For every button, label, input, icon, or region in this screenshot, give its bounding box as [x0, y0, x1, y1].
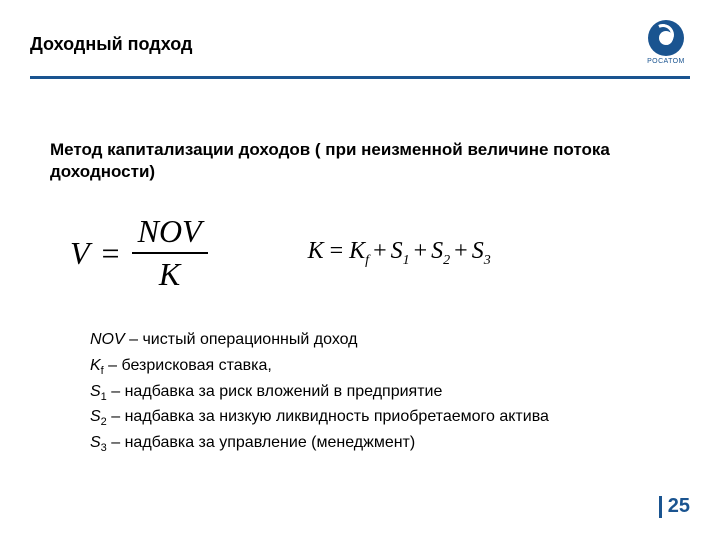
k-plus3: + — [454, 238, 468, 264]
def-var: K — [90, 357, 101, 374]
rosatom-logo: РОСАТОМ — [642, 20, 690, 68]
content-subtitle: Метод капитализации доходов ( при неизме… — [50, 139, 670, 183]
k-term3-sub: 2 — [443, 253, 450, 268]
k-lhs: K — [308, 238, 324, 264]
k-term2: S — [391, 238, 403, 264]
formula-numerator: NOV — [132, 213, 208, 254]
k-term3: S — [431, 238, 443, 264]
formulas-row: V = NOV K K=Kf+S1+S2+S3 — [50, 213, 670, 293]
definition-item: S1 – надбавка за риск вложений в предпри… — [90, 380, 670, 406]
logo-label: РОСАТОМ — [647, 58, 685, 65]
definition-item: NOV – чистый операционный доход — [90, 328, 670, 354]
slide-content: Метод капитализации доходов ( при неизме… — [30, 139, 690, 457]
def-var: S — [90, 434, 101, 451]
formula-eq: = — [102, 235, 120, 272]
k-term2-sub: 1 — [403, 253, 410, 268]
slide-title: Доходный подход — [30, 34, 192, 55]
def-var: NOV — [90, 331, 125, 348]
k-plus1: + — [373, 238, 387, 264]
formula-k: K=Kf+S1+S2+S3 — [308, 238, 491, 269]
def-var: S — [90, 408, 101, 425]
definition-item: S3 – надбавка за управление (менеджмент) — [90, 431, 670, 457]
logo-icon — [648, 20, 684, 56]
page-number-wrap: 25 — [659, 495, 690, 518]
formula-v: V = NOV K — [70, 213, 208, 293]
k-eq: = — [330, 238, 344, 264]
k-term1: K — [349, 238, 365, 264]
definitions-list: NOV – чистый операционный доход Kf – без… — [50, 328, 670, 456]
formula-denominator: K — [153, 254, 186, 293]
formula-fraction: NOV K — [132, 213, 208, 293]
definition-item: Kf – безрисковая ставка, — [90, 354, 670, 380]
formula-lhs: V — [70, 235, 90, 272]
k-term4: S — [472, 238, 484, 264]
page-number-bar — [659, 496, 662, 518]
k-plus2: + — [414, 238, 428, 264]
k-term4-sub: 3 — [484, 253, 491, 268]
def-text: – надбавка за низкую ликвидность приобре… — [107, 408, 549, 425]
def-text: – чистый операционный доход — [125, 331, 358, 348]
def-text: – надбавка за управление (менеджмент) — [107, 434, 415, 451]
def-text: – надбавка за риск вложений в предприяти… — [107, 383, 443, 400]
slide-header: Доходный подход РОСАТОМ — [30, 20, 690, 68]
def-var: S — [90, 383, 101, 400]
k-term1-sub: f — [365, 253, 369, 268]
header-divider — [30, 76, 690, 79]
def-text: – безрисковая ставка, — [104, 357, 272, 374]
page-number: 25 — [668, 495, 690, 518]
definition-item: S2 – надбавка за низкую ликвидность прио… — [90, 405, 670, 431]
